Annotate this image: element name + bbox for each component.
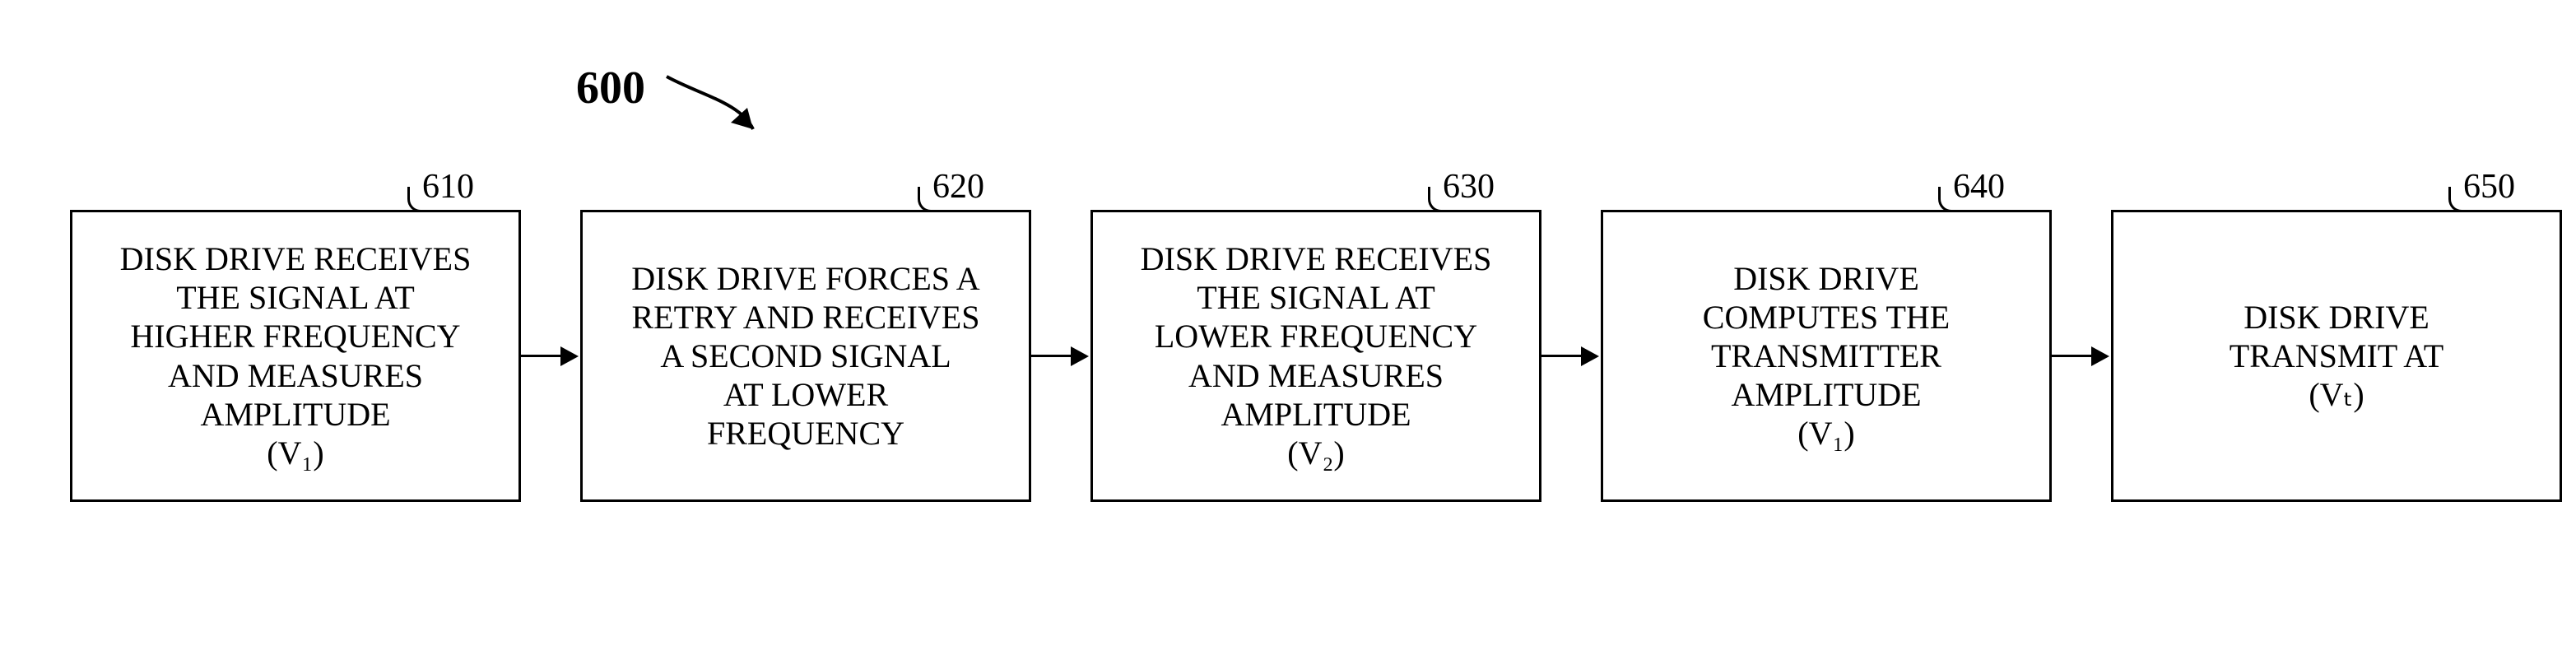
- number-leader-icon: [918, 187, 940, 212]
- flow-arrow-icon: [1031, 346, 1089, 366]
- flow-step-number: 640: [1953, 167, 2005, 207]
- flow-step-text: DISK DRIVE RECEIVES THE SIGNAL AT LOWER …: [1141, 239, 1492, 472]
- arrow-head-icon: [1071, 346, 1089, 366]
- flow-step-number: 650: [2463, 167, 2515, 207]
- flow-step-text: DISK DRIVE TRANSMIT AT (Vₜ): [2230, 298, 2443, 415]
- flow-step-640: DISK DRIVE COMPUTES THE TRANSMITTER AMPL…: [1601, 210, 2052, 502]
- arrow-head-icon: [560, 346, 579, 366]
- flow-step-number: 620: [932, 167, 984, 207]
- number-leader-icon: [1428, 187, 1450, 212]
- arrow-line: [2052, 355, 2091, 357]
- arrow-line: [521, 355, 560, 357]
- arrow-head-icon: [2091, 346, 2109, 366]
- flow-step-number: 610: [422, 167, 474, 207]
- flowchart-canvas: 600 DISK DRIVE RECEIVES THE SIGNAL AT HI…: [0, 0, 2576, 655]
- flow-step-610: DISK DRIVE RECEIVES THE SIGNAL AT HIGHER…: [70, 210, 521, 502]
- number-leader-icon: [407, 187, 430, 212]
- arrow-line: [1031, 355, 1071, 357]
- flow-step-650: DISK DRIVE TRANSMIT AT (Vₜ): [2111, 210, 2562, 502]
- flow-step-text: DISK DRIVE FORCES A RETRY AND RECEIVES A…: [631, 259, 979, 453]
- figure-number-label: 600: [576, 62, 645, 114]
- flow-step-text: DISK DRIVE RECEIVES THE SIGNAL AT HIGHER…: [120, 239, 472, 472]
- number-leader-icon: [2448, 187, 2471, 212]
- figure-label-arrow-icon: [650, 70, 798, 169]
- flow-step-630: DISK DRIVE RECEIVES THE SIGNAL AT LOWER …: [1090, 210, 1541, 502]
- flow-arrow-icon: [1541, 346, 1599, 366]
- flow-arrow-icon: [521, 346, 579, 366]
- curve-arrowhead: [731, 108, 753, 129]
- flow-step-text: DISK DRIVE COMPUTES THE TRANSMITTER AMPL…: [1703, 259, 1950, 453]
- flow-step-number: 630: [1443, 167, 1495, 207]
- arrow-head-icon: [1581, 346, 1599, 366]
- flow-step-620: DISK DRIVE FORCES A RETRY AND RECEIVES A…: [580, 210, 1031, 502]
- number-leader-icon: [1938, 187, 1960, 212]
- flow-arrow-icon: [2052, 346, 2109, 366]
- arrow-line: [1541, 355, 1581, 357]
